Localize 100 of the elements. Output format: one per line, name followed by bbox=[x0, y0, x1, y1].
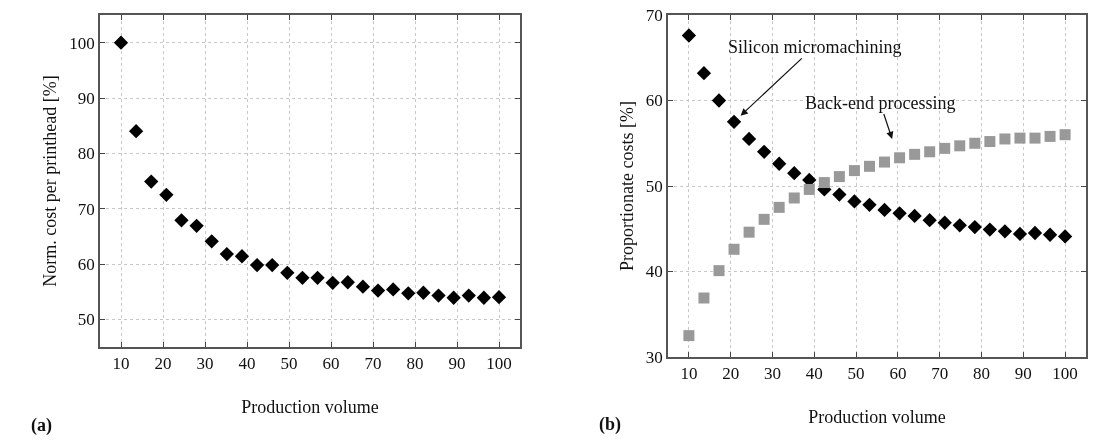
point bbox=[952, 218, 967, 233]
annotation: Back-end processing bbox=[805, 93, 956, 113]
point bbox=[984, 136, 996, 148]
point bbox=[681, 28, 697, 43]
x-tick-label: 20 bbox=[154, 354, 172, 374]
point bbox=[696, 65, 712, 81]
point bbox=[832, 187, 847, 202]
point bbox=[773, 201, 785, 213]
point bbox=[863, 160, 875, 172]
point bbox=[249, 257, 265, 273]
y-tick-label: 60 bbox=[645, 91, 663, 111]
x-tick-label: 90 bbox=[448, 354, 466, 374]
x-tick-label: 50 bbox=[847, 364, 865, 384]
point bbox=[924, 146, 936, 158]
y-tick-label: 60 bbox=[77, 254, 95, 274]
point bbox=[355, 279, 371, 294]
point bbox=[967, 219, 982, 235]
point bbox=[728, 243, 740, 255]
x-tick-label: 50 bbox=[280, 354, 298, 374]
point bbox=[204, 234, 219, 249]
point bbox=[922, 213, 937, 228]
point bbox=[787, 166, 802, 181]
point bbox=[386, 282, 401, 297]
point bbox=[113, 35, 129, 50]
x-tick-label: 40 bbox=[805, 364, 823, 384]
point bbox=[939, 142, 951, 154]
y-tick-label: 70 bbox=[645, 5, 663, 25]
x-tick-label: 60 bbox=[322, 354, 340, 374]
point bbox=[159, 187, 174, 202]
point bbox=[401, 286, 416, 301]
x-axis-title: Production volume bbox=[241, 396, 379, 417]
y-axis-title: Norm. cost per printhead [%] bbox=[40, 75, 61, 287]
x-tick-label: 10 bbox=[112, 354, 130, 374]
point bbox=[491, 290, 507, 305]
text: (a) bbox=[31, 415, 52, 436]
point bbox=[954, 140, 966, 152]
point bbox=[416, 285, 431, 300]
point bbox=[847, 194, 862, 209]
y-tick-label: 70 bbox=[77, 199, 95, 219]
point bbox=[711, 93, 727, 108]
point bbox=[265, 257, 280, 273]
x-tick-label: 30 bbox=[764, 364, 781, 384]
point bbox=[476, 290, 492, 305]
point bbox=[280, 265, 295, 280]
x-tick-label: 60 bbox=[889, 364, 907, 384]
point bbox=[1044, 130, 1056, 142]
y-tick-label: 100 bbox=[69, 33, 95, 53]
y-axis-title: Proportionate costs [%] bbox=[616, 101, 637, 271]
text: (b) bbox=[599, 414, 621, 435]
point bbox=[756, 144, 772, 159]
point bbox=[862, 197, 877, 212]
point bbox=[909, 148, 921, 160]
x-tick-label: 70 bbox=[364, 354, 382, 374]
point bbox=[295, 270, 310, 285]
y-tick-label: 50 bbox=[645, 176, 663, 196]
point bbox=[969, 137, 981, 149]
point bbox=[1059, 129, 1071, 141]
point bbox=[698, 292, 710, 304]
point bbox=[461, 288, 476, 303]
point bbox=[818, 177, 830, 189]
y-tick-label: 50 bbox=[77, 310, 95, 330]
point bbox=[234, 249, 250, 264]
point bbox=[1014, 132, 1026, 144]
point bbox=[999, 133, 1011, 145]
point bbox=[128, 124, 144, 139]
y-tick-label: 90 bbox=[77, 88, 95, 108]
point bbox=[877, 202, 892, 218]
y-tick-label: 80 bbox=[77, 144, 95, 164]
point bbox=[879, 156, 891, 168]
point bbox=[997, 224, 1013, 239]
point bbox=[310, 270, 325, 285]
x-tick-label: 100 bbox=[486, 354, 512, 374]
point bbox=[370, 283, 386, 298]
point bbox=[431, 288, 446, 303]
x-tick-label: 30 bbox=[196, 354, 214, 374]
x-tick-label: 10 bbox=[680, 364, 698, 384]
point bbox=[892, 206, 907, 221]
point bbox=[741, 131, 757, 147]
x-tick-label: 80 bbox=[406, 354, 424, 374]
x-tick-label: 90 bbox=[1014, 364, 1032, 384]
point bbox=[683, 330, 695, 342]
point bbox=[1042, 227, 1058, 242]
point bbox=[713, 265, 725, 277]
point bbox=[174, 213, 189, 228]
point bbox=[446, 290, 461, 305]
x-tick-label: 100 bbox=[1052, 364, 1078, 384]
point bbox=[1012, 226, 1028, 242]
point bbox=[982, 222, 998, 237]
point bbox=[848, 165, 860, 177]
point bbox=[788, 192, 800, 204]
point bbox=[1057, 229, 1073, 244]
x-tick-label: 40 bbox=[238, 354, 256, 374]
x-axis-title: Production volume bbox=[808, 406, 946, 427]
point bbox=[189, 218, 204, 233]
point bbox=[340, 275, 355, 290]
point bbox=[758, 213, 770, 225]
point bbox=[726, 114, 742, 130]
point bbox=[894, 152, 906, 164]
x-tick-label: 70 bbox=[931, 364, 949, 384]
x-tick-label: 80 bbox=[973, 364, 990, 384]
